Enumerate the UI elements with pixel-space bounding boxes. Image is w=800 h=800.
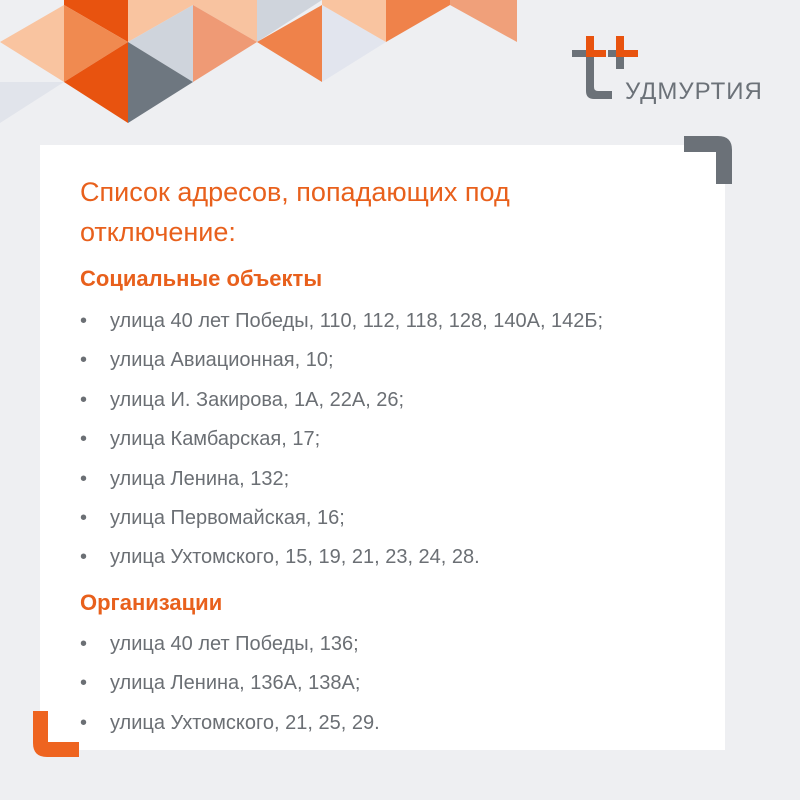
list-item: улица Камбарская, 17; — [80, 420, 603, 460]
corner-bracket-bottom-left — [33, 711, 79, 757]
logo-text: УДМУРТИЯ — [625, 78, 763, 105]
corner-bracket-top-right — [684, 136, 732, 184]
logo-icon — [572, 36, 638, 99]
triangle-pattern-decoration — [0, 0, 517, 123]
list-item: улица Авиационная, 10; — [80, 341, 603, 381]
list-item: улица Ухтомского, 21, 25, 29. — [80, 704, 380, 744]
social-objects-list: улица 40 лет Победы, 110, 112, 118, 128,… — [80, 302, 603, 578]
list-item: улица Первомайская, 16; — [80, 499, 603, 539]
section-heading-organizations: Организации — [80, 590, 223, 615]
section-heading-social: Социальные объекты — [80, 266, 323, 291]
list-item: улица И. Закирова, 1А, 22А, 26; — [80, 381, 603, 421]
list-item: улица Ухтомского, 15, 19, 21, 23, 24, 28… — [80, 538, 603, 578]
list-item: улица Ленина, 132; — [80, 460, 603, 500]
page-title: Список адресов, попадающих под отключени… — [80, 177, 510, 247]
list-item: улица Ленина, 136А, 138А; — [80, 664, 380, 704]
list-item: улица 40 лет Победы, 110, 112, 118, 128,… — [80, 302, 603, 342]
list-item: улица 40 лет Победы, 136; — [80, 625, 380, 665]
organizations-list: улица 40 лет Победы, 136; улица Ленина, … — [80, 625, 380, 744]
